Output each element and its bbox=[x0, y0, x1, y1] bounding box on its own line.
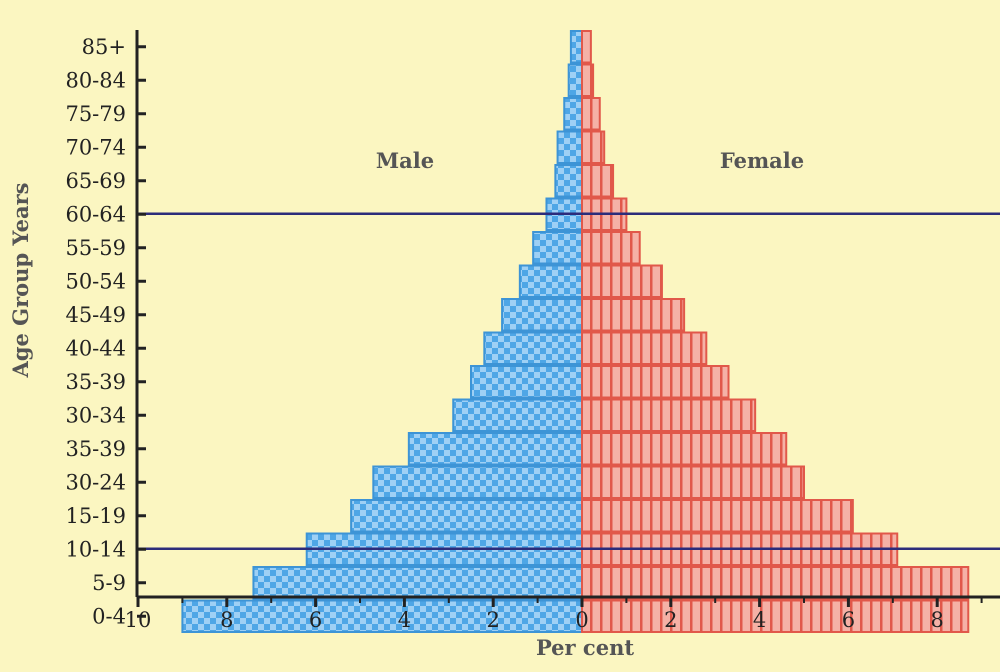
bar-male-55-59-6 bbox=[532, 231, 583, 265]
bar-female-40-44-9 bbox=[581, 331, 708, 365]
bar-female-70-74-3 bbox=[581, 130, 606, 164]
bar-male-75-79-2 bbox=[563, 97, 583, 131]
bar-female-80-84-1 bbox=[581, 63, 595, 97]
y-tick-label: 60-64 bbox=[65, 202, 126, 226]
y-tick-label: 70-74 bbox=[65, 135, 126, 159]
bar-male-65-69-4 bbox=[554, 164, 583, 198]
x-tick-label: 2 bbox=[664, 608, 677, 632]
bar-male-35-39-10 bbox=[470, 365, 583, 399]
y-tick-label: 30-24 bbox=[65, 470, 126, 494]
bar-female-45-49-8 bbox=[581, 298, 686, 332]
x-tick-label: 2 bbox=[487, 608, 500, 632]
bar-female-75-79-2 bbox=[581, 97, 601, 131]
x-tick-label: 4 bbox=[398, 608, 411, 632]
series-label-male: Male bbox=[376, 148, 434, 173]
bar-female-0-4-17 bbox=[581, 599, 970, 633]
y-tick-label: 5-9 bbox=[92, 571, 126, 595]
x-tick-label: 10 bbox=[125, 608, 152, 632]
axes-layer: 85+80-8475-7970-7465-6960-6455-5950-5445… bbox=[65, 30, 1000, 632]
x-tick-label: 0 bbox=[575, 608, 588, 632]
series-label-female: Female bbox=[720, 148, 804, 173]
bar-male-30-24-13 bbox=[372, 465, 583, 499]
reference-lines-layer bbox=[137, 212, 1000, 550]
bar-female-50-54-7 bbox=[581, 264, 663, 298]
bar-male-35-39-12 bbox=[407, 432, 583, 466]
y-tick-label: 10-14 bbox=[65, 537, 126, 561]
bar-male-5-9-16 bbox=[252, 566, 583, 600]
y-tick-label: 0-4 bbox=[92, 604, 126, 628]
bar-male-80-84-1 bbox=[567, 63, 583, 97]
bar-female-35-39-12 bbox=[581, 432, 788, 466]
bar-male-85--0 bbox=[569, 30, 584, 64]
y-tick-label: 45-49 bbox=[65, 303, 126, 327]
bar-male-70-74-3 bbox=[556, 130, 584, 164]
bar-female-85--0 bbox=[581, 30, 592, 64]
bar-male-0-4-17 bbox=[181, 599, 583, 633]
bar-male-40-44-9 bbox=[483, 331, 584, 365]
bar-female-5-9-16 bbox=[581, 566, 970, 600]
bar-male-45-49-8 bbox=[501, 298, 583, 332]
bar-female-55-59-6 bbox=[581, 231, 641, 265]
x-tick-label: 6 bbox=[309, 608, 322, 632]
y-tick-label: 30-34 bbox=[65, 403, 126, 427]
y-tick-label: 15-19 bbox=[65, 504, 126, 528]
y-tick-label: 80-84 bbox=[65, 68, 126, 92]
bar-female-35-39-10 bbox=[581, 365, 730, 399]
x-tick-label: 6 bbox=[842, 608, 855, 632]
x-axis-title: Per cent bbox=[536, 635, 634, 660]
x-tick-label: 8 bbox=[931, 608, 944, 632]
x-tick-label: 8 bbox=[220, 608, 233, 632]
y-tick-label: 55-59 bbox=[65, 236, 126, 260]
y-tick-label: 40-44 bbox=[65, 336, 126, 360]
bar-male-15-19-14 bbox=[350, 499, 583, 533]
bar-female-15-19-14 bbox=[581, 499, 854, 533]
y-tick-label: 75-79 bbox=[65, 102, 126, 126]
y-tick-label: 50-54 bbox=[65, 269, 126, 293]
x-tick-label: 4 bbox=[753, 608, 766, 632]
bar-male-50-54-7 bbox=[518, 264, 584, 298]
bars-layer bbox=[181, 30, 970, 633]
bar-female-30-24-13 bbox=[581, 465, 805, 499]
y-tick-label: 35-39 bbox=[65, 437, 126, 461]
y-tick-label: 85+ bbox=[82, 35, 126, 59]
bar-male-30-34-11 bbox=[452, 398, 583, 432]
y-axis-title: Age Group Years bbox=[8, 183, 33, 379]
bar-female-30-34-11 bbox=[581, 398, 757, 432]
bar-female-65-69-4 bbox=[581, 164, 615, 198]
y-tick-label: 65-69 bbox=[65, 169, 126, 193]
y-tick-label: 35-39 bbox=[65, 370, 126, 394]
